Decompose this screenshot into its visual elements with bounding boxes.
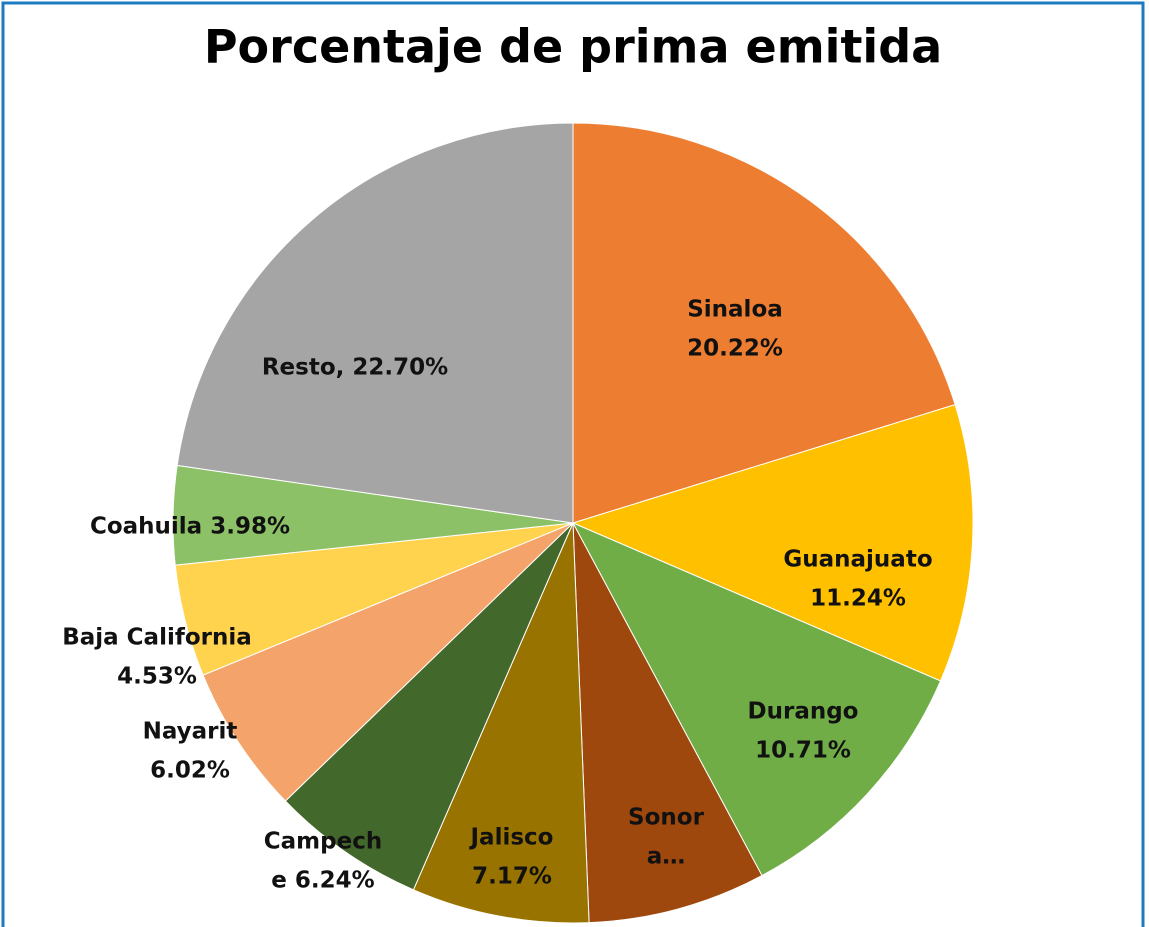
data-label: Durango [748, 699, 859, 725]
data-label: 4.53% [117, 664, 197, 690]
pie-slice [572, 122, 956, 524]
data-label: 6.02% [150, 758, 230, 784]
data-label: Guanajuato [783, 547, 932, 573]
data-label: Baja California [62, 625, 252, 651]
pie-slice [202, 522, 574, 802]
pie-slice [176, 122, 574, 524]
data-label: Resto, 22.70% [262, 355, 448, 381]
data-label: Coahuila 3.98% [90, 514, 290, 540]
data-label: Jalisco [469, 825, 554, 851]
pie-slice [284, 522, 574, 891]
data-label: a… [647, 844, 686, 870]
pie-slice [572, 522, 763, 924]
data-label: 11.24% [810, 586, 906, 612]
pie-slice [571, 521, 942, 877]
data-label: 10.71% [755, 738, 851, 764]
data-label: Sonor [628, 805, 705, 831]
data-label: 7.17% [472, 864, 552, 890]
pie-slice [571, 404, 974, 682]
data-label: Sinaloa [687, 297, 783, 323]
data-label: Campech [264, 829, 382, 855]
data-label: e 6.24% [271, 868, 374, 894]
pie-slice [412, 522, 590, 924]
data-label: Nayarit [143, 719, 238, 745]
chart-title: Porcentaje de prima emitida [204, 20, 942, 74]
data-label: 20.22% [687, 336, 783, 362]
